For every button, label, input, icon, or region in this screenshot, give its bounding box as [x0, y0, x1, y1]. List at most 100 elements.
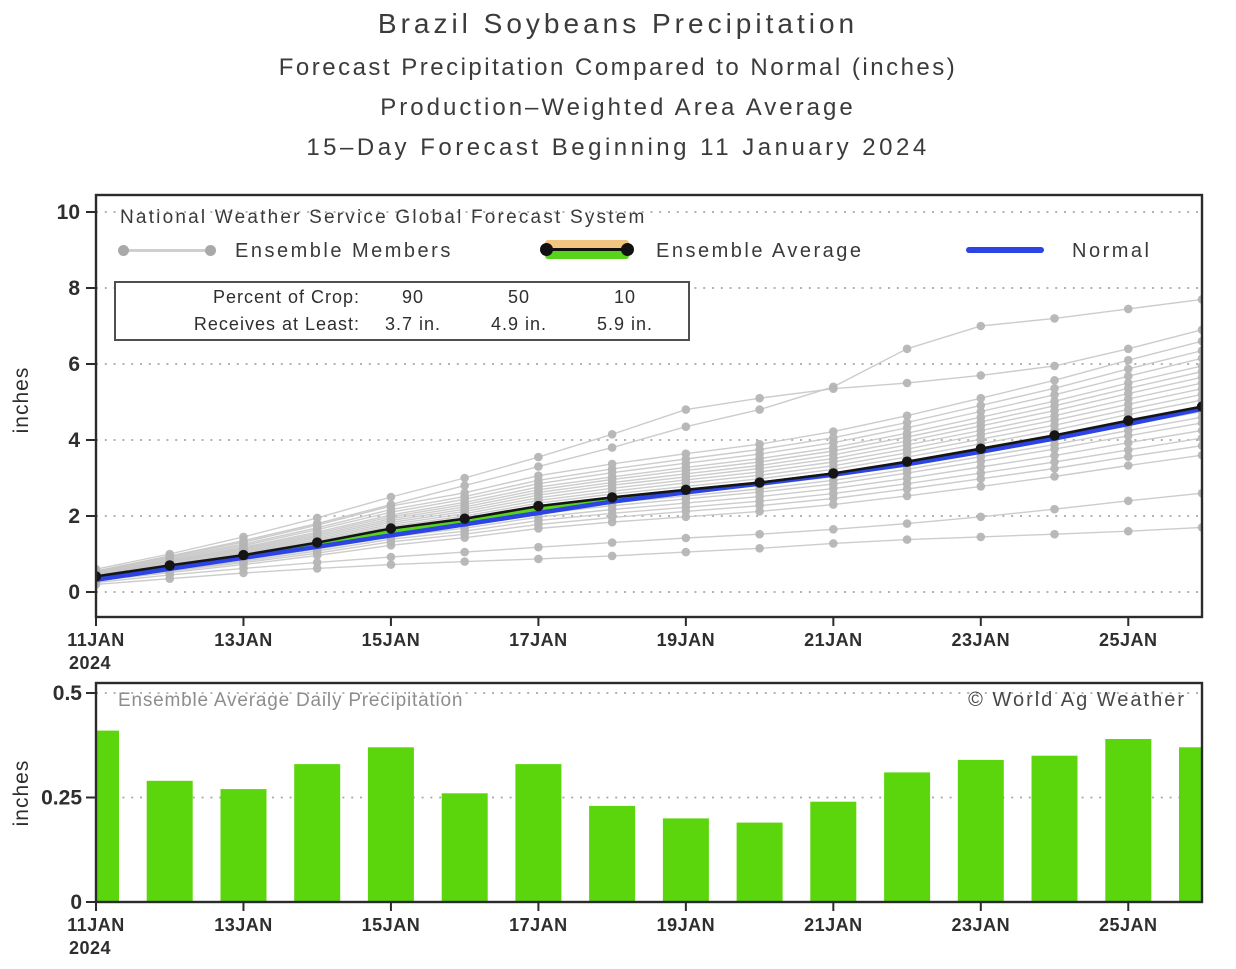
subtitle-2: Production–Weighted Area Average	[380, 94, 856, 121]
ensemble-member-dot	[976, 321, 986, 331]
x-tick-label: 11JAN	[67, 915, 125, 935]
ensemble-average-dot	[828, 468, 839, 479]
ensemble-average-dot	[238, 549, 249, 561]
daily-precip-bar-24jan	[1031, 755, 1078, 902]
forecast-system-annotation: National Weather Service Global Forecast…	[120, 207, 647, 228]
ensemble-member-dot	[902, 491, 912, 501]
ensemble-member-dot	[534, 524, 543, 533]
bottom-plot-area	[96, 730, 1202, 902]
ensemble-member-dot	[902, 344, 912, 354]
ensemble-member-line-4	[96, 357, 1202, 573]
daily-precip-bar-25jan	[1105, 739, 1152, 902]
normal-legend-swatch	[966, 247, 1044, 253]
daily-precip-bar-22jan	[884, 772, 931, 902]
ensemble-member-dot	[607, 538, 617, 547]
page-title: Brazil Soybeans Precipitation	[377, 8, 859, 39]
x-tick-label: 17JAN	[509, 630, 568, 650]
ensemble-member-dot	[312, 513, 322, 523]
ensemble-member-dot	[1123, 445, 1133, 455]
ensemble-member-dot	[312, 551, 322, 560]
ensemble-average-dot	[1049, 430, 1060, 441]
ensemble-average-dot	[975, 443, 986, 454]
ensemble-member-dot	[976, 532, 986, 542]
ensemble-member-dot	[829, 494, 838, 503]
top-y-tick-label: 6	[68, 353, 80, 376]
ensemble-member-line-20	[96, 492, 1202, 584]
crop-amount-90: 3.7 in.	[384, 314, 442, 334]
x-tick-label: 21JAN	[804, 630, 863, 650]
ensemble-member-dot	[607, 517, 617, 527]
ensemble-member-dot	[1123, 304, 1133, 314]
ensemble-member-dot	[902, 411, 912, 421]
ensemble-member-dot	[239, 568, 248, 578]
daily-precip-bar-23jan	[957, 759, 1004, 902]
ensemble-member-dot	[829, 539, 838, 548]
ensemble-member-dot	[1123, 355, 1133, 365]
average-dot-icon	[540, 243, 553, 256]
top-y-axis-label: inches	[10, 366, 33, 434]
normal-line	[96, 406, 1202, 583]
ensemble-member-dot	[1050, 464, 1059, 473]
subtitle-3: 15–Day Forecast Beginning 11 January 202…	[306, 134, 930, 161]
x-tick-label: 19JAN	[657, 915, 716, 935]
ensemble-member-dot	[755, 544, 764, 553]
ensemble-member-dot	[902, 378, 912, 388]
ensemble-member-line-17	[96, 437, 1202, 580]
x-tick-label: 25JAN	[1099, 915, 1158, 935]
daily-precip-bar-21jan	[810, 801, 857, 902]
ensemble-member-line-7	[96, 376, 1202, 575]
ensemble-member-dot	[976, 401, 986, 410]
ensemble-member-dot	[976, 512, 986, 522]
ensemble-members-legend-swatch	[118, 245, 216, 256]
ensemble-member-dot	[902, 484, 912, 494]
ensemble-member-line-1	[96, 329, 1202, 570]
ensemble-average-dot	[459, 513, 470, 524]
bottom-y-tick-label: 0	[70, 891, 82, 914]
ensemble-member-dot	[976, 462, 986, 472]
top-y-tick-label: 2	[68, 505, 80, 528]
ensemble-member-dot	[829, 427, 838, 436]
ensemble-member-dot	[312, 564, 322, 573]
crop-amount-10: 5.9 in.	[596, 314, 654, 334]
ensemble-member-line-18	[96, 445, 1202, 581]
ensemble-member-line-0	[96, 298, 1202, 572]
ensemble-member-line-9	[96, 388, 1202, 576]
bottom-y-axis-label: inches	[10, 759, 33, 827]
crop-percent-90: 90	[401, 287, 425, 307]
daily-precip-bar-19jan	[662, 818, 709, 902]
ensemble-member-dot	[534, 452, 543, 462]
ensemble-member-dot	[829, 384, 838, 394]
ensemble-member-dot	[902, 535, 912, 544]
ensemble-member-line-10	[96, 393, 1202, 576]
ensemble-average-dot	[754, 477, 765, 488]
ensemble-average-dot	[96, 571, 102, 582]
top-y-tick-label: 0	[68, 581, 80, 604]
ensemble-member-dot	[1123, 452, 1133, 462]
top-chart-frame	[94, 193, 1204, 619]
crop-percent-50: 50	[507, 287, 531, 307]
ensemble-member-dot	[1050, 361, 1059, 371]
ensemble-member-dot	[165, 574, 175, 583]
percent-of-crop-table: Percent of Crop: 90 50 10 Receives at Le…	[114, 281, 690, 341]
ensemble-member-dot	[1123, 344, 1133, 354]
crop-table-row: Percent of Crop: 90 50 10	[116, 284, 688, 310]
ensemble-average-dot	[385, 523, 397, 534]
ensemble-average-dot	[1123, 415, 1134, 426]
daily-precip-bar-17jan	[515, 764, 562, 902]
member-dot-icon	[205, 245, 216, 256]
x-tick-year: 2024	[69, 653, 111, 673]
ensemble-average-dot	[1196, 401, 1202, 412]
ensemble-member-line-19	[96, 454, 1202, 582]
top-y-tick-label: 8	[68, 277, 80, 300]
crop-row2-label: Receives at Least:	[193, 314, 360, 334]
ensemble-member-line-3	[96, 350, 1202, 573]
x-tick-label: 21JAN	[804, 915, 863, 935]
ensemble-member-line-5	[96, 365, 1202, 574]
ensemble-member-dot	[1050, 529, 1059, 539]
x-tick-year: 2024	[69, 938, 111, 958]
ensemble-member-dot	[607, 430, 617, 439]
ensemble-member-dot	[829, 500, 838, 509]
x-tick-label: 13JAN	[214, 915, 273, 935]
ensemble-member-line-8	[96, 382, 1202, 576]
ensemble-average-dot	[312, 537, 323, 548]
